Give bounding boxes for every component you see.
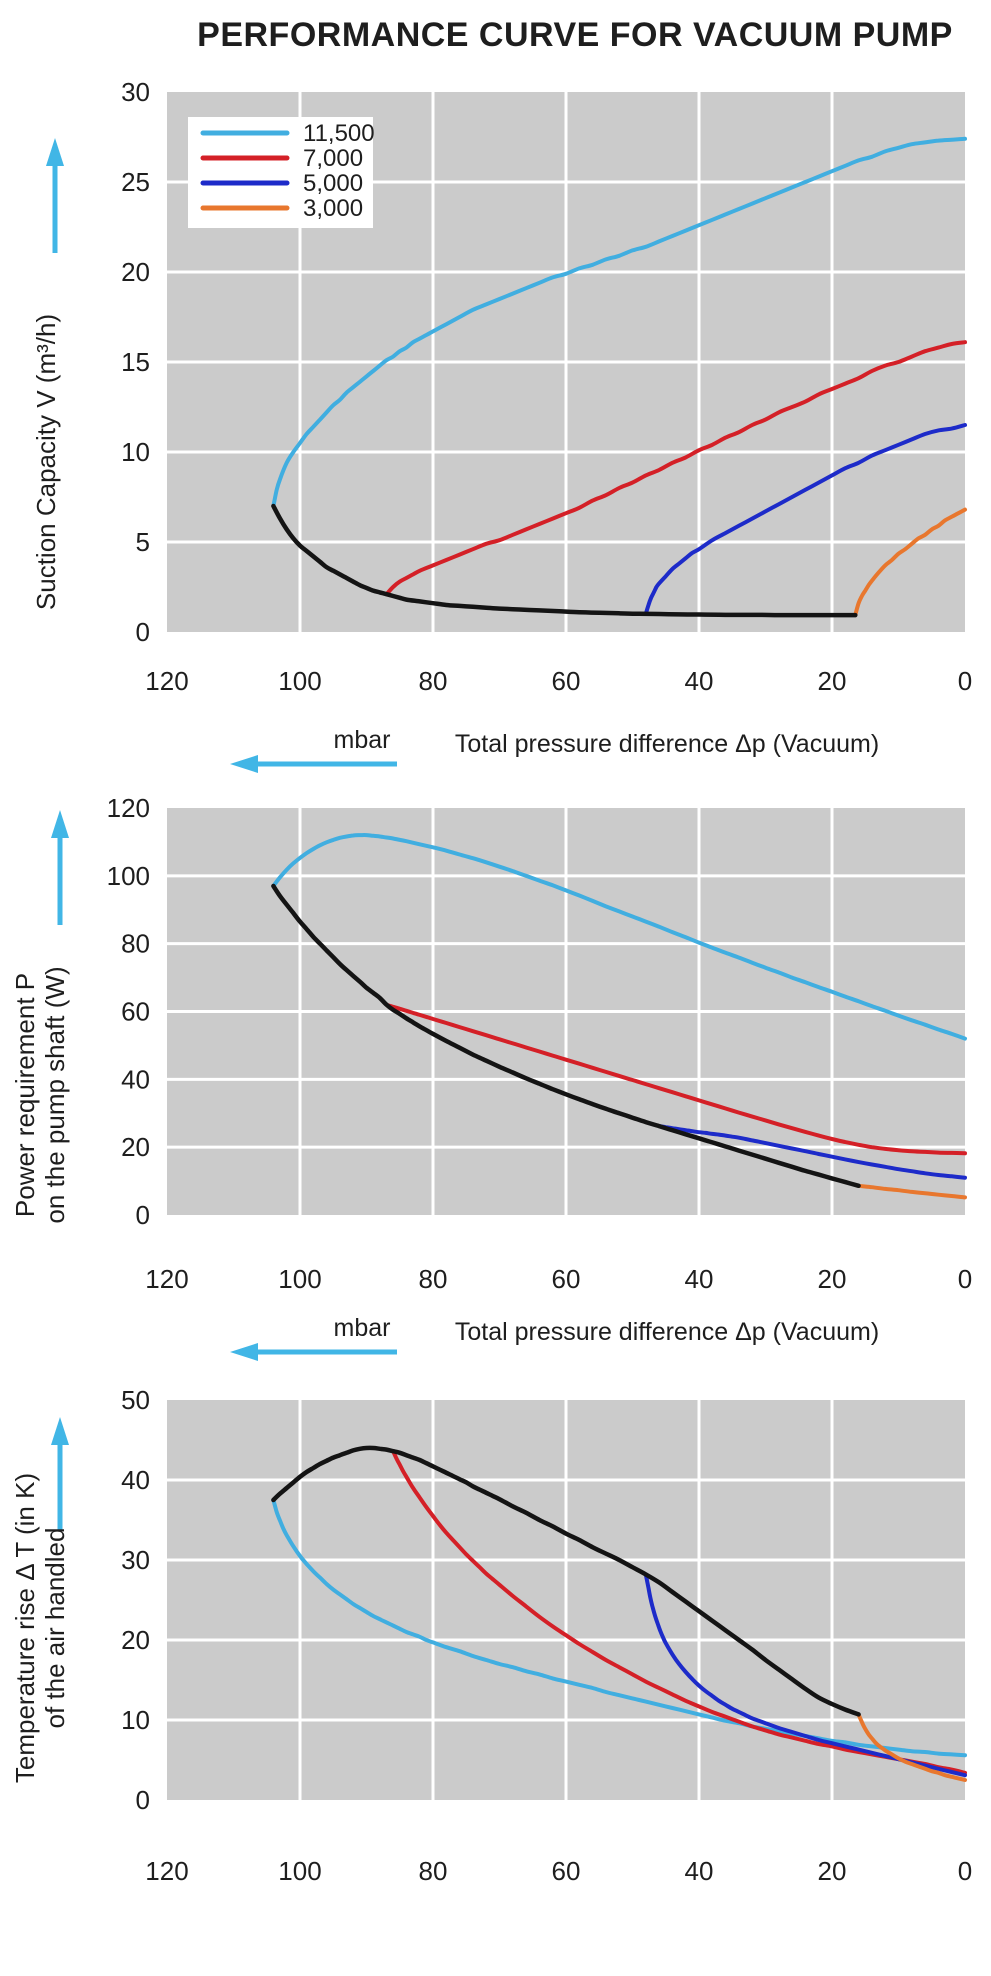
suction-capacity-y-axis-label: Suction Capacity V (m³/h) <box>31 314 61 610</box>
y-tick-label: 100 <box>107 861 150 891</box>
series-rpm-5000 <box>643 423 967 616</box>
svg-text:of the air handled: of the air handled <box>40 1528 70 1729</box>
y-tick-label: 0 <box>136 1785 150 1815</box>
x-axis-unit-row-1: mbar Total pressure difference Δp (Vacuu… <box>230 726 879 773</box>
series-rpm-7000 <box>391 1449 967 1775</box>
x-tick-label: 80 <box>419 1856 448 1886</box>
x-tick-label: 20 <box>818 1856 847 1886</box>
legend-label-rpm-7000: 7,000 <box>303 145 363 172</box>
series-rpm-7000 <box>384 340 967 597</box>
x-tick-label: 0 <box>958 666 972 696</box>
y-tick-label: 5 <box>136 527 150 557</box>
x-tick-label: 60 <box>552 1856 581 1886</box>
y-tick-label: 20 <box>121 257 150 287</box>
x-tick-label: 40 <box>685 666 714 696</box>
series-limit-envelope <box>271 1445 861 1717</box>
x-tick-label: 20 <box>818 1264 847 1294</box>
series-limit-envelope <box>271 503 858 618</box>
x-axis-unit: mbar <box>334 1314 391 1342</box>
x-tick-label: 80 <box>419 1264 448 1294</box>
y-tick-label: 15 <box>121 347 150 377</box>
x-tick-label: 120 <box>145 1264 188 1294</box>
series-limit-envelope <box>271 883 861 1189</box>
power-requirement-y-axis-label: Power requirement P on the pump shaft (W… <box>10 966 70 1223</box>
x-tick-label: 120 <box>145 1856 188 1886</box>
y-tick-label: 120 <box>107 793 150 823</box>
y-tick-label: 20 <box>121 1625 150 1655</box>
x-tick-label: 40 <box>685 1856 714 1886</box>
y-tick-label: 0 <box>136 617 150 647</box>
y-tick-label: 25 <box>121 167 150 197</box>
svg-text:on the pump shaft (W): on the pump shaft (W) <box>40 966 70 1223</box>
series-rpm-7000 <box>384 1002 967 1156</box>
x-tick-label: 80 <box>419 666 448 696</box>
x-tick-label: 120 <box>145 666 188 696</box>
x-tick-label: 100 <box>278 1856 321 1886</box>
y-tick-label: 20 <box>121 1132 150 1162</box>
y-tick-label: 80 <box>121 929 150 959</box>
series-rpm-3000 <box>856 1183 967 1200</box>
legend-label-rpm-3000: 3,000 <box>303 195 363 222</box>
x-tick-label: 20 <box>818 666 847 696</box>
y-tick-label: 60 <box>121 997 150 1027</box>
series-rpm-3000 <box>856 1712 967 1782</box>
x-axis-unit-row-2: mbar Total pressure difference Δp (Vacuu… <box>230 1314 879 1361</box>
x-axis-unit: mbar <box>334 726 391 754</box>
temperature-rise-y-axis-label: Temperature rise Δ T (in K) of the air h… <box>10 1473 70 1783</box>
x-tick-label: 100 <box>278 1264 321 1294</box>
y-tick-label: 10 <box>121 1705 150 1735</box>
x-tick-label: 0 <box>958 1856 972 1886</box>
chart-power-requirement: 120 100 80 60 40 20 0 120 100 80 60 40 20 0 <box>107 793 973 1294</box>
legend-label-rpm-5000: 5,000 <box>303 170 363 197</box>
chart-suction-capacity: 30 25 20 15 10 5 0 120 100 80 60 40 20 0 <box>121 77 972 696</box>
svg-text:Power requirement P: Power requirement P <box>10 973 40 1217</box>
x-axis-title: Total pressure difference Δp (Vacuum) <box>455 1318 879 1346</box>
y-tick-label: 50 <box>121 1385 150 1415</box>
y-tick-label: 40 <box>121 1064 150 1094</box>
page-title: PERFORMANCE CURVE FOR VACUUM PUMP <box>197 16 953 54</box>
series-rpm-11500 <box>271 136 967 508</box>
legend: 11,500 7,000 5,000 3,000 <box>188 117 375 228</box>
series-rpm-5000 <box>643 1572 967 1778</box>
x-tick-label: 0 <box>958 1264 972 1294</box>
x-axis-title: Total pressure difference Δp (Vacuum) <box>455 730 879 758</box>
series-rpm-5000 <box>657 1124 967 1180</box>
x-tick-label: 40 <box>685 1264 714 1294</box>
y-tick-label: 40 <box>121 1465 150 1495</box>
x-tick-label: 60 <box>552 666 581 696</box>
y-tick-label: 30 <box>121 1545 150 1575</box>
series-rpm-11500 <box>271 833 967 1041</box>
svg-text:Temperature rise Δ T (in K): Temperature rise Δ T (in K) <box>10 1473 40 1783</box>
legend-label-rpm-11500: 11,500 <box>303 120 375 147</box>
temperature-rise-y-axis-arrow <box>51 1417 69 1530</box>
series-rpm-3000 <box>853 507 967 618</box>
x-tick-label: 100 <box>278 666 321 696</box>
left-arrow-icon <box>230 755 258 773</box>
y-tick-label: 0 <box>136 1200 150 1230</box>
y-tick-label: 30 <box>121 77 150 107</box>
svg-text:Suction Capacity V (m³/h): Suction Capacity V (m³/h) <box>31 314 61 610</box>
x-tick-label: 60 <box>552 1264 581 1294</box>
y-tick-label: 10 <box>121 437 150 467</box>
suction-capacity-y-axis-arrow <box>46 138 64 253</box>
left-arrow-icon <box>230 1343 258 1361</box>
power-requirement-y-axis-arrow <box>51 810 69 925</box>
